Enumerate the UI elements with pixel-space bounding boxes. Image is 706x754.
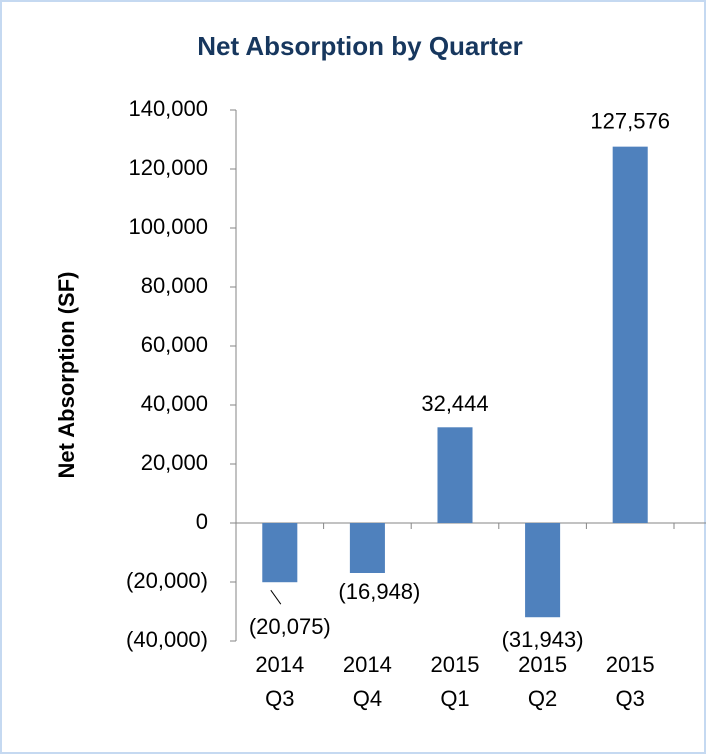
data-label: (31,943) [502,627,584,652]
data-label: 127,576 [590,108,670,133]
y-tick-label: 20,000 [141,450,208,475]
y-tick-label: 0 [196,509,208,534]
x-tick-label: 2015 Q3 [605,652,655,711]
y-tick-label: 100,000 [128,214,208,239]
bar [525,523,561,618]
data-label: (20,075) [249,614,331,639]
bar [349,523,385,573]
x-tick-label: 2014 Q3 [255,652,305,711]
y-axis-label: Net Absorption (SF) [54,272,79,479]
y-tick-label: 60,000 [141,332,208,357]
bar [262,523,298,583]
x-tick-label: 2015 Q1 [430,652,480,711]
y-tick-label: (40,000) [126,627,208,652]
chart-title: Net Absorption by Quarter [197,31,523,61]
x-tick-label: 2015 Q2 [518,652,568,711]
bar [437,427,473,523]
y-tick-label: 140,000 [128,96,208,121]
y-tick-label: 80,000 [141,273,208,298]
y-tick-label: 120,000 [128,155,208,180]
data-label: (16,948) [338,579,420,604]
x-tick-label: 2014 Q4 [342,652,392,711]
leader-line [270,589,282,605]
data-label: 32,444 [421,391,488,416]
bar [612,146,648,523]
y-tick-label: (20,000) [126,568,208,593]
y-tick-label: 40,000 [141,391,208,416]
